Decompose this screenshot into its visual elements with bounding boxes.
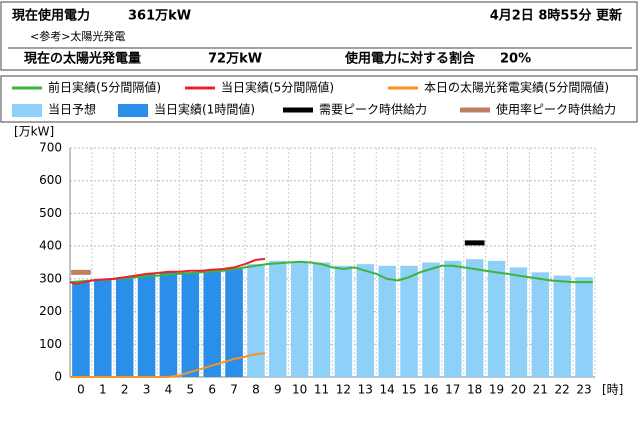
x-tick-label: 3 xyxy=(143,383,151,397)
x-tick-label: 8 xyxy=(252,383,260,397)
ratio-value: 20% xyxy=(500,52,531,67)
x-tick-label: 20 xyxy=(511,383,526,397)
y-tick-label: 100 xyxy=(39,337,62,351)
bar xyxy=(181,272,200,377)
bar xyxy=(203,270,221,377)
bar xyxy=(137,273,156,377)
line xyxy=(69,257,266,285)
solar-label: 現在の太陽光発電量 xyxy=(24,51,141,67)
bar xyxy=(159,272,178,377)
x-tick-label: 17 xyxy=(445,383,460,397)
x-tick-label: 4 xyxy=(165,383,173,397)
legend-swatch xyxy=(118,104,148,117)
legend-box xyxy=(0,75,638,123)
x-tick-label: 16 xyxy=(423,383,438,397)
header-box xyxy=(0,1,638,71)
bar xyxy=(269,260,287,377)
x-tick-label: 5 xyxy=(186,383,194,397)
x-tick-label: 19 xyxy=(489,383,504,397)
legend-label: 当日実績(1時間値) xyxy=(154,102,255,117)
bar xyxy=(378,265,396,377)
legend-label: 需要ピーク時供給力 xyxy=(319,103,427,117)
x-tick-label: 13 xyxy=(358,383,373,397)
bar xyxy=(509,267,528,377)
bar xyxy=(334,265,353,377)
bar xyxy=(575,277,593,377)
bar xyxy=(465,259,484,377)
bar xyxy=(247,264,265,377)
legend-label: 本日の太陽光発電実績(5分間隔値) xyxy=(424,80,609,95)
x-tick-label: 11 xyxy=(314,383,329,397)
bar xyxy=(72,282,90,377)
x-tick-label: 9 xyxy=(274,383,282,397)
y-tick-label: 500 xyxy=(39,206,62,220)
y-tick-label: 300 xyxy=(39,271,62,285)
line xyxy=(70,352,266,378)
bar xyxy=(531,272,550,377)
bar xyxy=(290,262,309,377)
y-tick-label: 600 xyxy=(39,173,62,187)
y-axis-label: [万kW] xyxy=(14,125,54,139)
legend-label: 当日実績(5分間隔値) xyxy=(221,80,334,95)
x-tick-label: 12 xyxy=(336,383,351,397)
bar xyxy=(115,277,134,377)
x-tick-label: 18 xyxy=(467,383,482,397)
bar xyxy=(94,278,112,377)
bar xyxy=(553,275,571,377)
line xyxy=(69,260,593,284)
x-tick-label: 22 xyxy=(555,383,570,397)
legend-label: 当日予想 xyxy=(48,102,96,117)
x-tick-label: 7 xyxy=(230,383,238,397)
bar xyxy=(487,260,506,377)
header-title: 現在使用電力 xyxy=(12,8,90,24)
ratio-label: 使用電力に対する割合 xyxy=(344,51,476,67)
y-tick-label: 400 xyxy=(39,239,62,253)
bar xyxy=(422,262,440,377)
y-tick-label: 200 xyxy=(39,304,62,318)
bar xyxy=(312,262,331,377)
legend-label: 前日実績(5分間隔値) xyxy=(48,80,161,95)
y-tick-label: 700 xyxy=(39,141,62,155)
x-tick-label: 6 xyxy=(208,383,216,397)
y-tick-label: 0 xyxy=(54,370,62,384)
x-tick-label: 10 xyxy=(292,383,307,397)
legend-swatch xyxy=(12,104,42,117)
bar xyxy=(444,260,462,377)
bar xyxy=(356,264,375,377)
x-tick-label: 2 xyxy=(121,383,129,397)
x-tick-label: 14 xyxy=(380,383,395,397)
solar-value: 72万kW xyxy=(208,52,262,67)
x-tick-label: 21 xyxy=(533,383,548,397)
legend-label: 使用率ピーク時供給力 xyxy=(496,102,616,117)
x-tick-label: 1 xyxy=(99,383,107,397)
x-axis-label: [時] xyxy=(602,383,623,397)
header-value: 361万kW xyxy=(128,9,191,24)
header-updated: 4月2日 8時55分 更新 xyxy=(490,8,622,24)
bar xyxy=(225,269,243,377)
x-tick-label: 23 xyxy=(576,383,591,397)
bar xyxy=(400,265,418,377)
x-tick-label: 0 xyxy=(77,383,85,397)
header-note: <参考>太陽光発電 xyxy=(30,29,125,43)
x-tick-label: 15 xyxy=(401,383,416,397)
